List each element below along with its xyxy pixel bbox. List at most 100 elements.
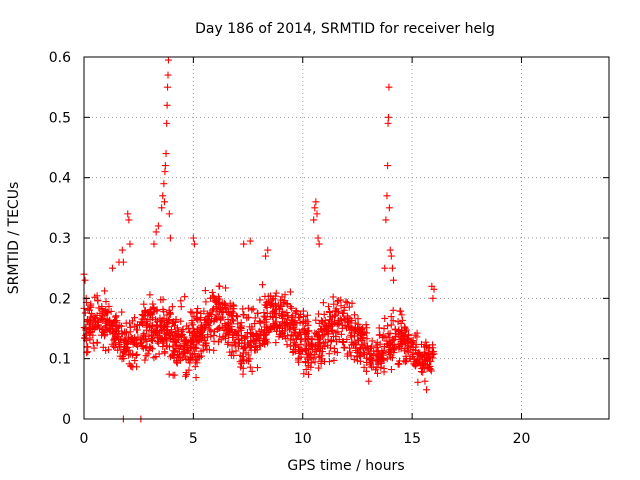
data-point: [163, 337, 171, 345]
data-point: [287, 303, 295, 311]
data-point: [401, 327, 409, 335]
data-point: [277, 296, 285, 304]
data-point: [222, 305, 230, 313]
data-point: [102, 323, 110, 331]
data-point: [140, 300, 148, 308]
data-point: [235, 335, 243, 343]
data-point: [149, 332, 157, 340]
data-point: [354, 336, 362, 344]
data-point: [161, 162, 169, 170]
data-point: [380, 356, 388, 364]
data-point: [377, 363, 385, 371]
data-point: [412, 341, 420, 349]
data-point: [89, 324, 97, 332]
data-point: [288, 313, 296, 321]
data-point: [174, 327, 182, 335]
data-point: [205, 312, 213, 320]
data-point: [289, 317, 297, 325]
data-point: [312, 198, 320, 206]
data-point: [340, 306, 348, 314]
data-point: [152, 328, 160, 336]
data-point: [138, 315, 146, 323]
data-point: [368, 337, 376, 345]
data-point: [239, 311, 247, 319]
data-point: [315, 328, 323, 336]
data-point: [196, 329, 204, 337]
data-point: [152, 353, 160, 361]
data-point: [187, 308, 195, 316]
data-point: [232, 312, 240, 320]
data-point: [384, 330, 392, 338]
data-point: [337, 330, 345, 338]
data-point: [380, 325, 388, 333]
data-point: [226, 303, 234, 311]
data-point: [372, 357, 380, 365]
data-point: [176, 343, 184, 351]
data-point: [159, 325, 167, 333]
data-point: [388, 354, 396, 362]
data-point: [362, 367, 370, 375]
data-point: [119, 258, 127, 266]
data-point: [426, 362, 434, 370]
data-point: [422, 338, 430, 346]
data-point: [206, 326, 214, 334]
data-point: [177, 297, 185, 305]
data-point: [308, 336, 316, 344]
data-point: [115, 335, 123, 343]
data-point: [256, 296, 264, 304]
data-point: [118, 330, 126, 338]
data-point: [161, 168, 169, 176]
data-point: [425, 364, 433, 372]
data-point: [384, 322, 392, 330]
data-point: [342, 298, 350, 306]
data-point: [389, 306, 397, 314]
data-point: [109, 328, 117, 336]
data-point: [348, 325, 356, 333]
data-point: [86, 336, 94, 344]
data-point: [110, 336, 118, 344]
data-point: [299, 326, 307, 334]
data-point: [216, 307, 224, 315]
data-point: [131, 339, 139, 347]
data-point: [224, 327, 232, 335]
data-point: [131, 314, 139, 322]
data-point: [305, 370, 313, 378]
data-point: [265, 328, 273, 336]
data-point: [319, 332, 327, 340]
data-point: [259, 281, 267, 289]
data-point: [385, 83, 393, 91]
axis-tick-labels: 0 0.1 0.2 0.3 0.4 0.5 0.6 0 5 10 15 20: [49, 50, 531, 447]
data-point: [385, 339, 393, 347]
data-point: [367, 343, 375, 351]
data-point: [215, 282, 223, 290]
chart-title: Day 186 of 2014, SRMTID for receiver hel…: [195, 21, 495, 37]
data-point: [209, 306, 217, 314]
data-point: [348, 299, 356, 307]
data-point: [153, 321, 161, 329]
data-point: [310, 216, 318, 224]
data-point: [353, 353, 361, 361]
data-point: [240, 240, 248, 248]
data-point: [168, 303, 176, 311]
data-point: [201, 336, 209, 344]
data-point: [296, 319, 304, 327]
data-point: [169, 371, 177, 379]
data-point: [379, 334, 387, 342]
data-point: [283, 299, 291, 307]
data-point: [224, 340, 232, 348]
data-point: [414, 378, 422, 386]
data-point: [293, 308, 301, 316]
data-point: [354, 324, 362, 332]
data-point: [126, 240, 134, 248]
data-point: [326, 309, 334, 317]
data-point: [158, 204, 166, 212]
data-points: [80, 56, 438, 423]
data-point: [189, 321, 197, 329]
data-point: [268, 299, 276, 307]
data-point: [340, 309, 348, 317]
data-point: [177, 317, 185, 325]
data-point: [248, 306, 256, 314]
data-point: [110, 342, 118, 350]
data-point: [269, 295, 277, 303]
data-point: [120, 354, 128, 362]
